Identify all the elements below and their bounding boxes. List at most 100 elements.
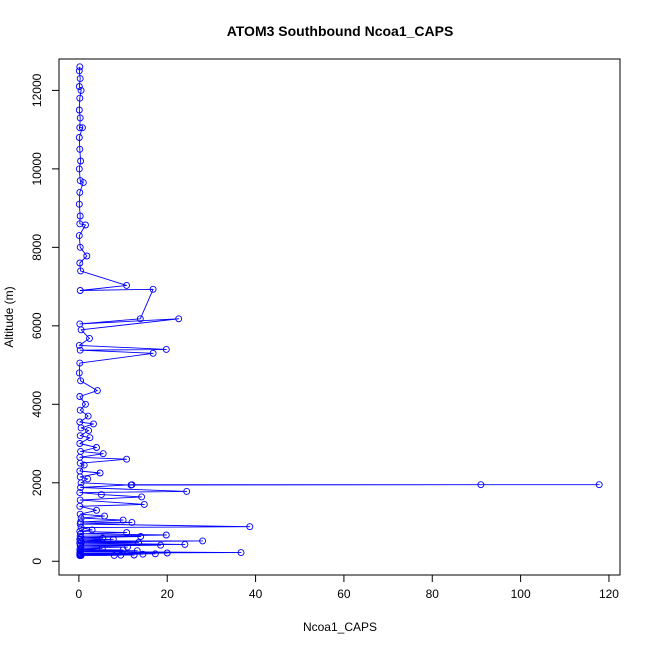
- series-points: [75, 63, 603, 560]
- data-point: [76, 510, 84, 518]
- data-point: [77, 552, 85, 560]
- data-point: [128, 518, 136, 526]
- data-point: [76, 212, 84, 220]
- data-point: [90, 420, 97, 428]
- data-point: [130, 551, 138, 559]
- data-point: [76, 75, 84, 83]
- data-point: [75, 67, 83, 75]
- y-tick-label: 10000: [30, 152, 44, 186]
- data-point: [595, 481, 603, 489]
- data-point: [97, 491, 105, 499]
- data-point: [80, 461, 88, 469]
- data-point: [199, 537, 207, 545]
- data-point: [76, 114, 84, 122]
- data-point: [76, 63, 84, 71]
- data-point: [162, 345, 170, 353]
- data-point: [76, 489, 84, 497]
- x-tick-label: 0: [76, 587, 83, 601]
- data-point: [76, 432, 84, 440]
- data-point: [77, 377, 85, 385]
- y-tick-label: 4000: [30, 391, 44, 418]
- data-point: [76, 243, 84, 251]
- data-point: [149, 349, 157, 357]
- y-tick-label: 8000: [30, 234, 44, 261]
- data-point: [136, 315, 144, 323]
- data-point: [157, 541, 165, 549]
- data-point: [99, 534, 107, 542]
- data-point: [93, 387, 101, 395]
- data-point: [76, 520, 84, 528]
- data-point: [175, 315, 183, 323]
- data-point: [83, 252, 91, 260]
- data-point: [77, 479, 85, 487]
- data-point: [76, 346, 84, 354]
- data-point: [181, 540, 189, 548]
- x-tick-label: 20: [161, 587, 175, 601]
- data-point: [128, 481, 136, 489]
- data-point: [162, 531, 170, 539]
- data-point: [76, 537, 84, 545]
- y-axis: 0 2000 4000 6000 8000 10000 12000: [30, 73, 59, 565]
- data-point: [75, 83, 83, 90]
- data-point: [75, 232, 83, 240]
- data-point: [75, 106, 83, 114]
- data-point: [86, 334, 93, 342]
- data-point: [76, 502, 84, 510]
- data-point: [119, 516, 127, 524]
- data-point: [183, 487, 191, 495]
- data-point: [78, 124, 86, 132]
- data-point: [117, 551, 125, 559]
- y-tick-label: 2000: [30, 469, 44, 496]
- data-point: [77, 86, 85, 94]
- data-point: [76, 94, 84, 102]
- data-point: [110, 551, 118, 559]
- data-point: [123, 281, 131, 289]
- data-point: [77, 157, 85, 165]
- data-point: [76, 287, 84, 294]
- data-point: [77, 326, 85, 334]
- data-point: [77, 267, 85, 275]
- data-point: [76, 406, 84, 414]
- x-axis: 0 20 40 60 80 100 120: [76, 575, 619, 601]
- data-point: [84, 475, 92, 483]
- data-point: [151, 550, 159, 558]
- data-point: [140, 500, 148, 508]
- x-tick-label: 100: [511, 587, 531, 601]
- x-tick-label: 40: [249, 587, 263, 601]
- data-point: [98, 544, 106, 552]
- data-point: [76, 145, 84, 153]
- series-line: [78, 66, 600, 557]
- data-point: [123, 455, 131, 463]
- plot-area: [75, 63, 603, 560]
- data-point: [123, 529, 131, 537]
- data-point: [85, 427, 93, 435]
- data-point: [82, 221, 89, 229]
- x-tick-label: 120: [599, 587, 619, 601]
- data-point: [77, 424, 85, 432]
- data-point: [149, 285, 157, 293]
- data-point: [138, 493, 146, 501]
- y-tick-label: 0: [30, 558, 44, 565]
- y-tick-label: 6000: [30, 312, 44, 339]
- data-point: [76, 359, 84, 367]
- data-point: [75, 341, 83, 349]
- x-tick-label: 60: [337, 587, 351, 601]
- data-point: [82, 400, 89, 408]
- y-tick-label: 12000: [30, 73, 44, 107]
- data-point: [246, 523, 254, 531]
- data-point: [77, 484, 85, 491]
- data-point: [76, 440, 84, 447]
- data-point: [75, 165, 83, 173]
- data-point: [88, 526, 96, 534]
- data-point: [101, 512, 108, 520]
- data-point: [137, 533, 145, 540]
- data-point: [237, 549, 245, 557]
- data-point: [75, 369, 83, 377]
- data-point: [76, 459, 84, 467]
- data-point: [139, 550, 147, 558]
- chart-title: ATOM3 Southbound Ncoa1_CAPS: [227, 23, 454, 39]
- x-axis-label: Ncoa1_CAPS: [303, 620, 377, 634]
- data-point: [477, 481, 485, 489]
- data-point: [76, 259, 84, 267]
